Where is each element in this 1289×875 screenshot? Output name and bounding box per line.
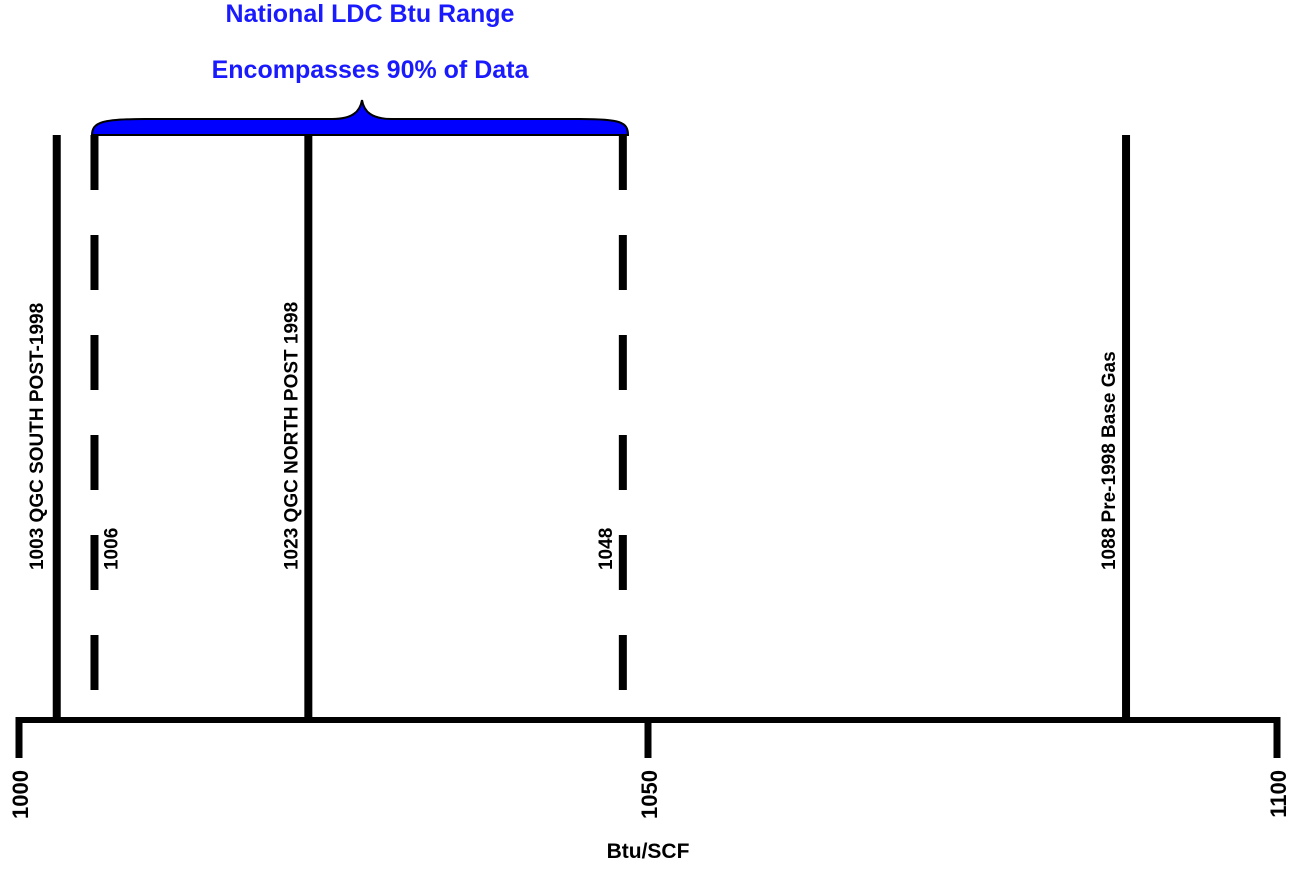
chart-title-line-1: National LDC Btu Range	[225, 0, 515, 28]
tick-label-1050: 1050	[637, 770, 662, 819]
ticks-layer: 1000 1050 1100	[8, 717, 1289, 819]
chart-title-line-2: Encompasses 90% of Data	[211, 56, 529, 84]
marker-label-1048: 1048	[596, 528, 617, 570]
markers-layer: 1003 QGC SOUTH POST-1998 1006 1023 QGC NOR…	[27, 135, 1131, 718]
marker-label-1006: 1006	[101, 528, 122, 570]
x-axis-title: Btu/SCF	[607, 840, 690, 863]
marker-label-1003: 1003 QGC SOUTH POST-1998	[27, 303, 48, 570]
marker-label-1023: 1023 QGC NORTH POST 1998	[281, 302, 302, 570]
range-brace	[90, 99, 630, 136]
marker-label-1088: 1088 Pre-1998 Base Gas	[1099, 351, 1120, 570]
tick-label-1000: 1000	[8, 770, 33, 819]
tick-label-1100: 1100	[1266, 770, 1289, 818]
